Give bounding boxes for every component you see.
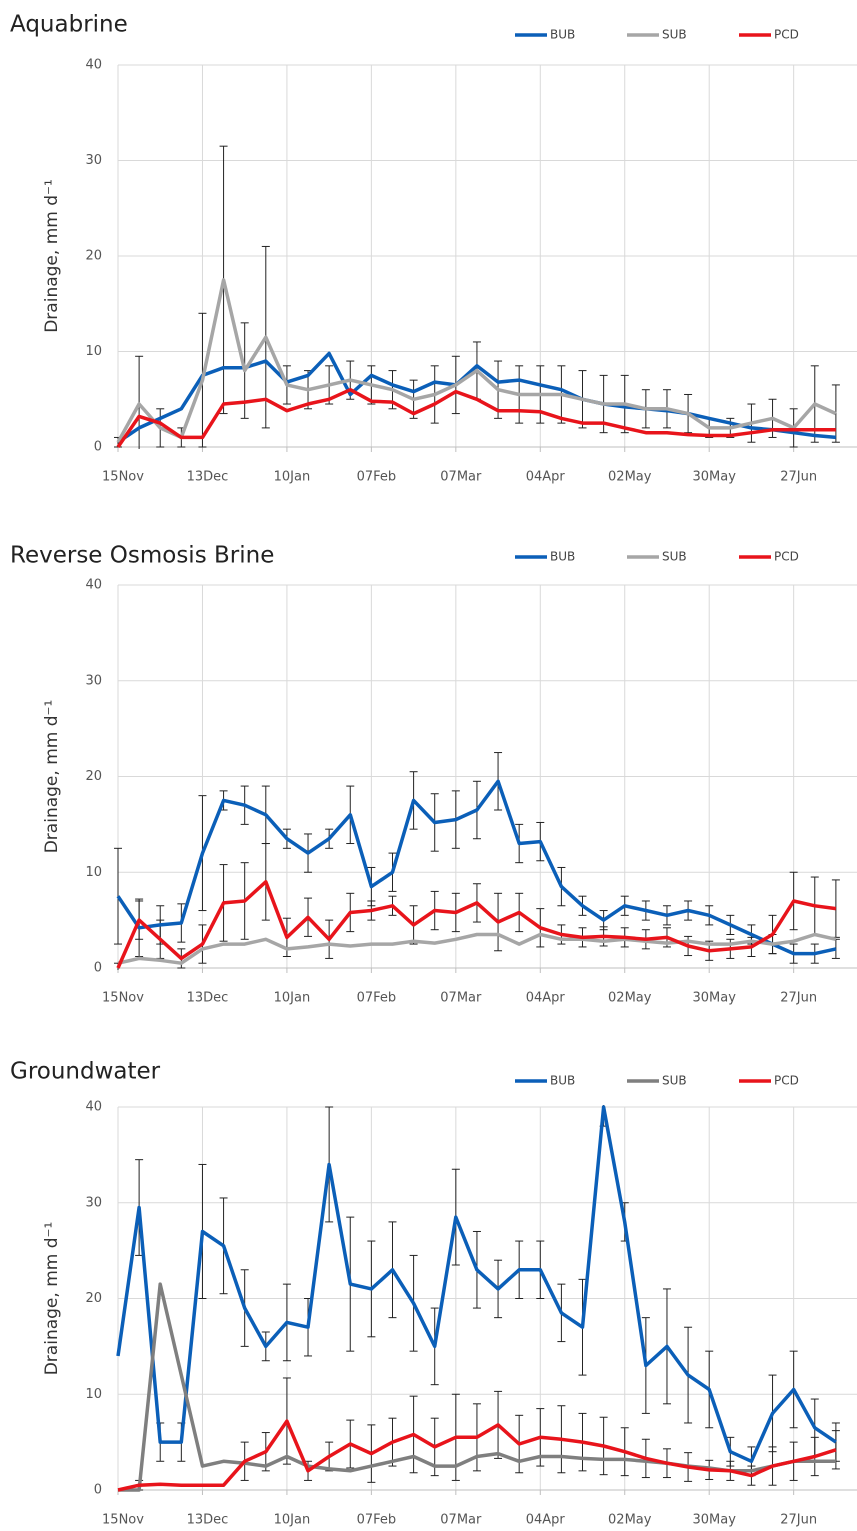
x-tick-label: 10Jan xyxy=(274,1513,311,1528)
x-tick-label: 13Dec xyxy=(187,1513,229,1528)
x-tick-label: 30May xyxy=(692,1513,736,1528)
y-tick-label: 10 xyxy=(85,344,102,359)
legend-label: SUB xyxy=(662,28,687,42)
y-tick-label: 40 xyxy=(85,1100,102,1115)
plot-area xyxy=(114,145,840,449)
x-tick-label: 07Feb xyxy=(357,1513,397,1528)
y-tick-label: 0 xyxy=(94,1483,102,1498)
chart-title: Groundwater xyxy=(10,1059,161,1085)
chart-title: Aquabrine xyxy=(10,12,128,38)
legend-label: PCD xyxy=(774,550,799,564)
y-axis-label: Drainage, mm d⁻¹ xyxy=(42,700,62,854)
x-tick-label: 27Jun xyxy=(780,1513,817,1528)
series-line xyxy=(116,880,837,969)
series-line xyxy=(117,1419,837,1492)
legend-label: BUB xyxy=(550,1074,575,1088)
x-tick-label: 04Apr xyxy=(526,470,566,485)
y-tick-label: 30 xyxy=(85,153,102,168)
series-line xyxy=(116,1105,837,1464)
x-tick-label: 13Dec xyxy=(187,991,229,1006)
chart-title: Reverse Osmosis Brine xyxy=(10,543,274,569)
x-tick-label: 02May xyxy=(608,470,652,485)
y-tick-label: 0 xyxy=(94,961,102,976)
series-line xyxy=(116,779,837,956)
x-tick-label: 30May xyxy=(692,991,736,1006)
x-tick-label: 10Jan xyxy=(274,470,311,485)
panel: Reverse Osmosis Brine Drainage, mm d⁻¹ 0 10… xyxy=(10,543,857,1006)
plot-area xyxy=(114,752,840,970)
plot-area xyxy=(116,1105,840,1492)
series-line xyxy=(116,387,836,448)
x-tick-label: 02May xyxy=(608,991,652,1006)
x-tick-label: 07Mar xyxy=(440,991,482,1006)
y-tick-label: 20 xyxy=(85,249,102,264)
y-tick-label: 10 xyxy=(85,1387,102,1402)
x-tick-label: 07Feb xyxy=(357,991,397,1006)
x-tick-label: 07Mar xyxy=(440,1513,482,1528)
legend-label: SUB xyxy=(662,1074,687,1088)
y-tick-label: 30 xyxy=(85,1195,102,1210)
x-tick-label: 07Mar xyxy=(440,470,482,485)
x-tick-label: 27Jun xyxy=(780,470,817,485)
x-tick-label: 04Apr xyxy=(526,1513,566,1528)
y-tick-label: 20 xyxy=(85,1291,102,1306)
x-tick-label: 10Jan xyxy=(274,991,311,1006)
y-tick-label: 40 xyxy=(85,58,102,73)
error-bar xyxy=(114,847,122,945)
panel: Aquabrine Drainage, mm d⁻¹ 0 10 20 30 40 15Nov 1… xyxy=(10,12,857,485)
panel: Groundwater Drainage, mm d⁻¹ 0 10 20 30 40 15No… xyxy=(10,1059,857,1528)
y-axis-label: Drainage, mm d⁻¹ xyxy=(42,1222,62,1376)
x-tick-label: 07Feb xyxy=(357,470,397,485)
legend-label: BUB xyxy=(550,550,575,564)
series-line xyxy=(117,351,837,444)
y-tick-label: 30 xyxy=(85,673,102,688)
y-tick-label: 0 xyxy=(94,440,102,455)
x-tick-label: 13Dec xyxy=(187,470,229,485)
x-tick-label: 04Apr xyxy=(526,991,566,1006)
x-tick-label: 30May xyxy=(692,470,736,485)
legend-label: SUB xyxy=(662,550,687,564)
y-tick-label: 20 xyxy=(85,769,102,784)
legend-label: BUB xyxy=(550,28,575,42)
y-tick-label: 10 xyxy=(85,865,102,880)
series-line xyxy=(117,932,837,965)
y-axis-label: Drainage, mm d⁻¹ xyxy=(42,179,62,333)
y-tick-label: 40 xyxy=(85,578,102,593)
x-tick-label: 15Nov xyxy=(102,470,144,485)
x-tick-label: 27Jun xyxy=(780,991,817,1006)
series-line xyxy=(116,278,837,444)
legend-label: PCD xyxy=(774,28,799,42)
x-tick-label: 15Nov xyxy=(102,1513,144,1528)
x-tick-label: 02May xyxy=(608,1513,652,1528)
x-tick-label: 15Nov xyxy=(102,991,144,1006)
legend-label: PCD xyxy=(774,1074,799,1088)
